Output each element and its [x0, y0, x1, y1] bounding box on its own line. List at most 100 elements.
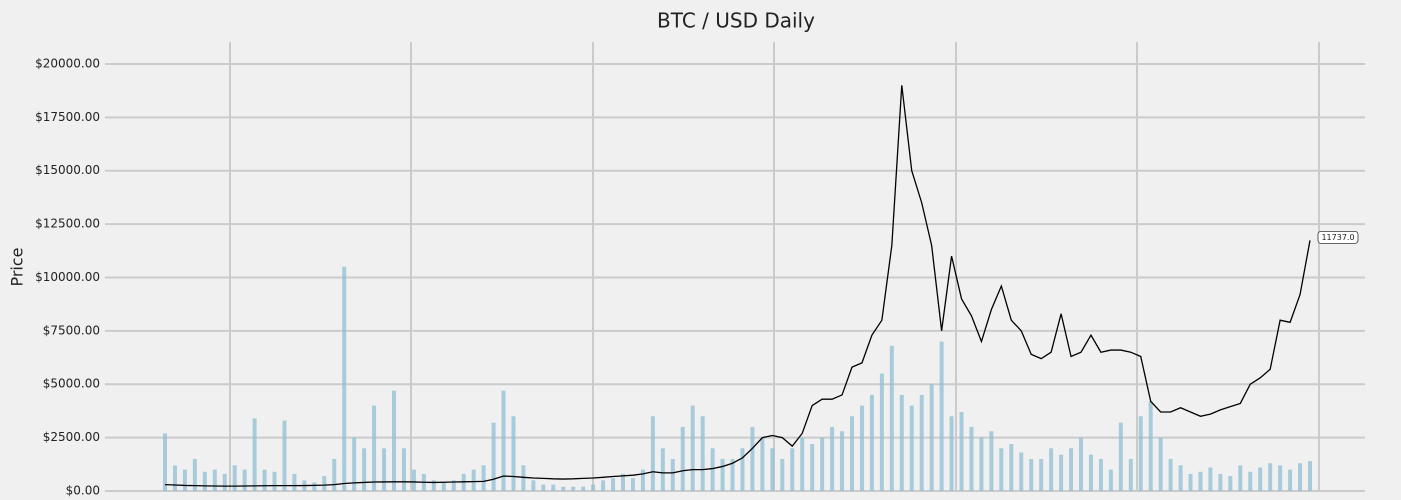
volume-bar [1168, 458, 1173, 491]
y-tick-label: $5000.00 [43, 377, 100, 391]
volume-bar [740, 448, 745, 491]
volume-bar [720, 458, 725, 491]
volume-bar [660, 448, 665, 491]
volume-bar [1178, 465, 1183, 491]
volume-bar [571, 486, 576, 491]
volume-bar [859, 405, 864, 491]
volume-bar [929, 384, 934, 491]
volume-bar [1258, 467, 1263, 491]
volume-bar [312, 482, 317, 491]
volume-bar [172, 465, 177, 491]
volume-bar [501, 390, 506, 491]
volume-bar [282, 420, 287, 491]
volume-bar [212, 469, 217, 491]
volume-bar [840, 431, 845, 491]
volume-bar [362, 448, 367, 491]
volume-bar [491, 422, 496, 491]
volume-bar [730, 458, 735, 491]
volume-bar [581, 486, 586, 491]
volume-bar [431, 480, 436, 491]
volume-bar [292, 473, 297, 491]
volume-bar [481, 465, 486, 491]
volume-bar [382, 448, 387, 491]
volume-bar [1148, 401, 1153, 491]
volume-bar [1069, 448, 1074, 491]
volume-bar [1019, 452, 1024, 491]
y-axis-label: Price [8, 247, 27, 286]
volume-bar [999, 448, 1004, 491]
volume-bar [850, 416, 854, 491]
chart-title: BTC / USD Daily [657, 9, 815, 33]
volume-bar [1049, 448, 1054, 491]
volume-bar [1188, 473, 1193, 491]
volume-bar [770, 448, 775, 491]
volume-bar [372, 405, 377, 491]
volume-bar [889, 345, 894, 491]
volume-bar [591, 484, 596, 491]
volume-bar [621, 473, 625, 491]
volume-bar [471, 469, 476, 491]
volume-bars [163, 266, 1312, 491]
volume-bar [222, 473, 227, 491]
volume-bar [1278, 465, 1283, 491]
volume-bar [700, 416, 705, 491]
volume-bar [451, 480, 456, 491]
y-tick-label: $20000.00 [35, 56, 100, 70]
volume-bar [1298, 463, 1303, 491]
horizontal-grid [105, 62, 1365, 492]
y-tick-label: $7500.00 [43, 323, 100, 337]
volume-bar [979, 437, 984, 491]
price-line [164, 85, 1311, 487]
volume-bar [710, 448, 715, 491]
volume-bar [1218, 473, 1223, 491]
y-tick-label: $2500.00 [43, 430, 100, 444]
volume-bar [252, 418, 257, 491]
volume-bar [650, 416, 655, 491]
y-tick-label: $12500.00 [35, 217, 100, 231]
volume-bar [332, 458, 337, 491]
volume-bar [1158, 437, 1163, 491]
value-label: 11737.0 [1321, 233, 1354, 242]
volume-bar [1288, 469, 1293, 491]
volume-bar [820, 437, 825, 491]
volume-bar [541, 484, 546, 491]
volume-bar [1248, 471, 1253, 491]
volume-bar [969, 426, 974, 491]
volume-bar [780, 458, 785, 491]
volume-bar [1138, 416, 1143, 491]
volume-bar [1238, 465, 1243, 491]
volume-bar [640, 469, 645, 491]
volume-bar [949, 416, 954, 491]
volume-bar [1029, 458, 1034, 491]
volume-bar [909, 405, 914, 491]
volume-bar [202, 471, 207, 491]
volume-bar [989, 431, 994, 491]
volume-bar [680, 426, 685, 491]
volume-bar [1118, 422, 1123, 491]
volume-bar [1059, 454, 1064, 491]
volume-bar [611, 478, 616, 491]
volume-bar [810, 444, 815, 491]
volume-bar [322, 476, 327, 491]
volume-bar [601, 480, 606, 491]
volume-bar [411, 469, 416, 491]
volume-bar [1079, 437, 1083, 491]
volume-bar [1108, 469, 1113, 491]
volume-bar [760, 437, 765, 491]
volume-bar [750, 426, 755, 491]
y-tick-label: $17500.00 [35, 110, 100, 124]
volume-bar [551, 484, 556, 491]
volume-bar [242, 469, 247, 491]
volume-bar [1098, 458, 1103, 491]
volume-bar [1088, 454, 1093, 491]
volume-bar [1009, 444, 1014, 491]
volume-bar [899, 394, 904, 491]
volume-bar [182, 469, 187, 491]
volume-bar [232, 465, 237, 491]
volume-bar [1228, 476, 1233, 491]
volume-bar [342, 266, 347, 491]
volume-bar [262, 469, 267, 491]
value-label-box [1317, 230, 1359, 244]
